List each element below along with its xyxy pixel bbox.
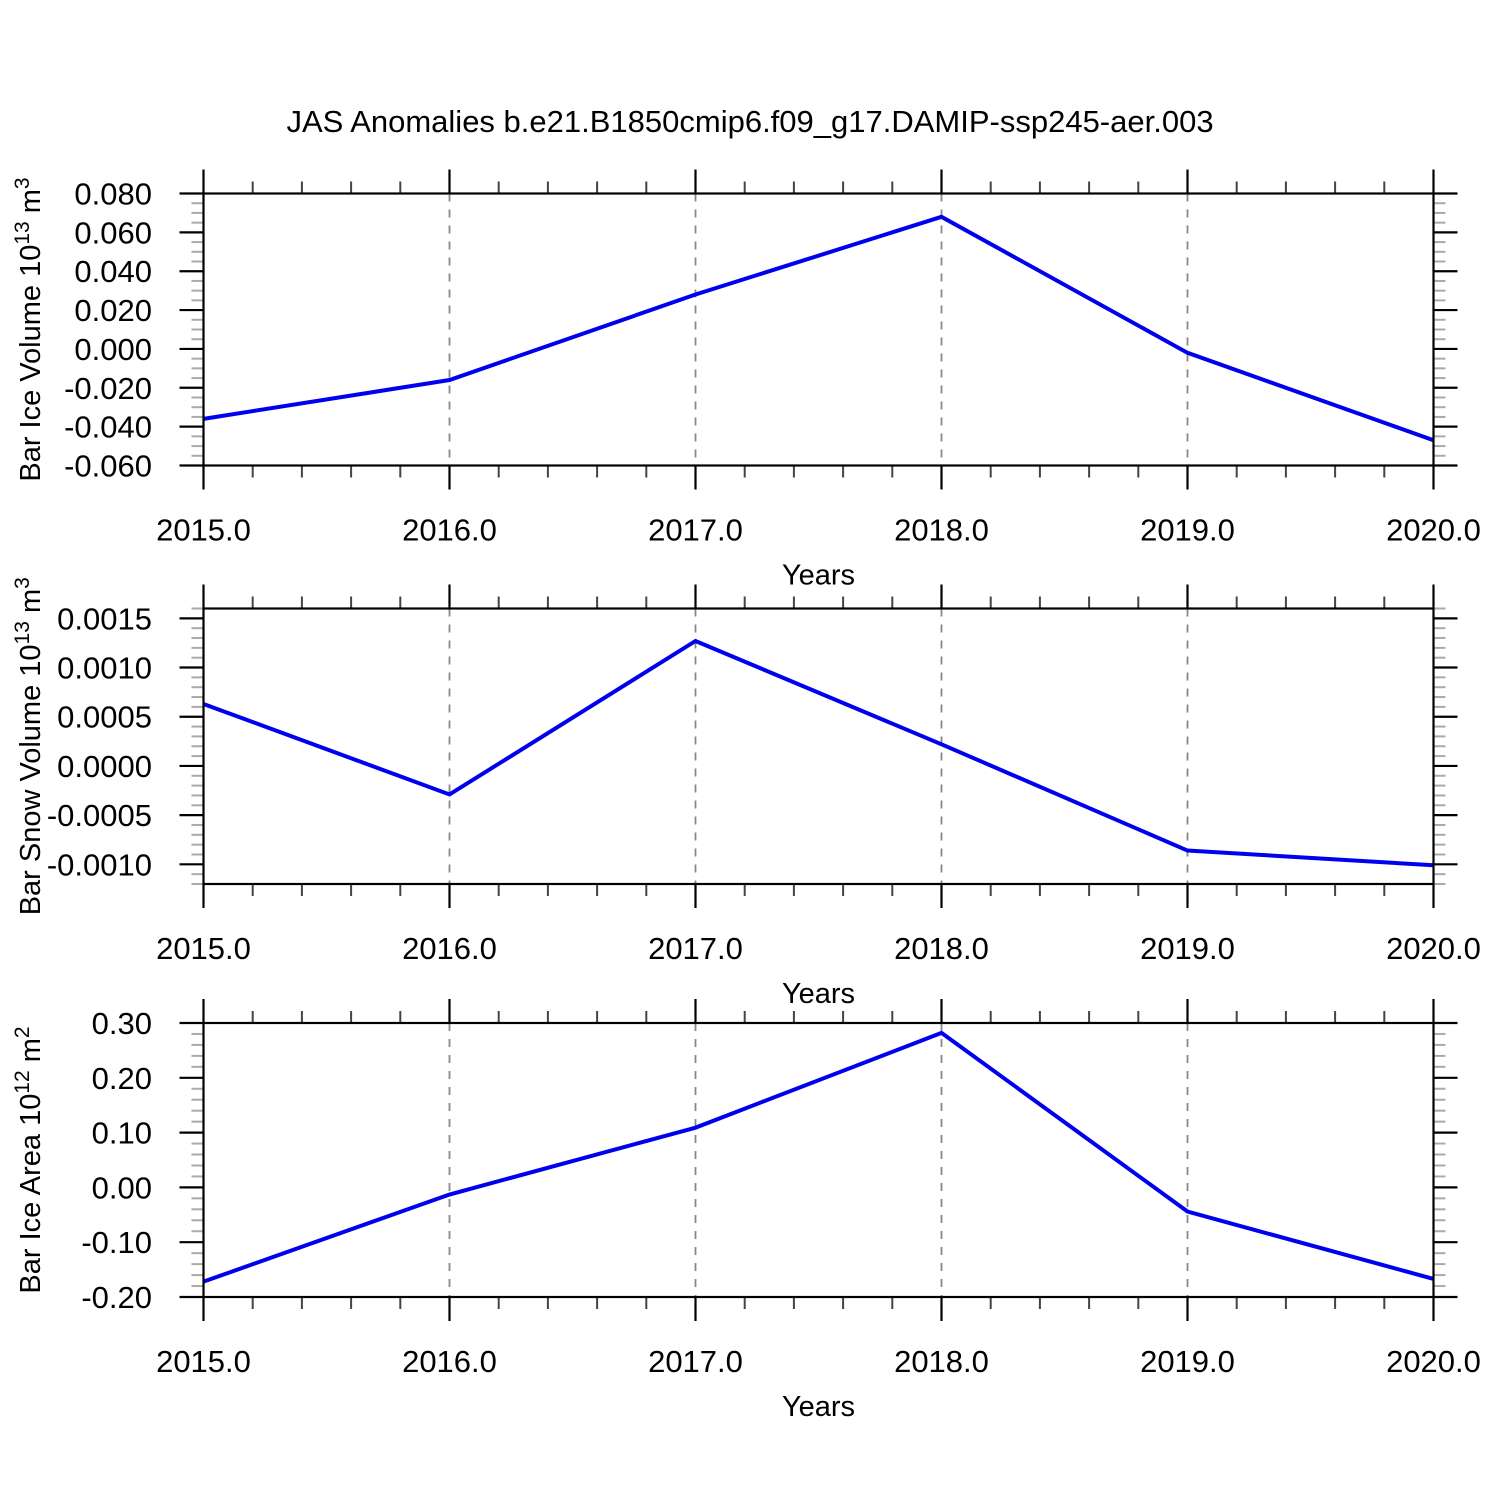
series-line bbox=[202, 638, 1434, 868]
x-tick-label: 2020.0 bbox=[1386, 513, 1481, 548]
x-tick-label: 2016.0 bbox=[402, 1344, 497, 1379]
y-tick-label: -0.0010 bbox=[47, 847, 152, 882]
y-tick-label: 0.060 bbox=[74, 215, 152, 250]
x-tick-label: 2020.0 bbox=[1386, 1344, 1481, 1379]
y-tick-label: -0.20 bbox=[81, 1280, 152, 1315]
y-tick-label: 0.00 bbox=[92, 1170, 152, 1205]
plot-border bbox=[202, 192, 1435, 467]
series-line bbox=[203, 214, 1435, 443]
y-tick-label: 0.0015 bbox=[57, 601, 152, 636]
y-tick-label: 0.0010 bbox=[57, 651, 152, 686]
x-tick-label: 2015.0 bbox=[156, 513, 251, 548]
x-tick-label: 2017.0 bbox=[648, 931, 743, 966]
x-tick-label: 2020.0 bbox=[1386, 931, 1481, 966]
y-tick-label: 0.20 bbox=[92, 1061, 152, 1096]
bar-snow-volume-chart: 0.0015 0.0010 0.0005 0.0000 -0.0005 -0.0010 20… bbox=[11, 577, 1481, 1010]
y-tick-label: 0.020 bbox=[74, 293, 152, 328]
x-tick-label: 2019.0 bbox=[1140, 931, 1235, 966]
y-tick-label: -0.0005 bbox=[47, 798, 152, 833]
x-tick-label: 2018.0 bbox=[894, 1344, 989, 1379]
x-tick-label: 2016.0 bbox=[402, 931, 497, 966]
y-tick-label: 0.10 bbox=[92, 1116, 152, 1151]
x-tick-label: 2018.0 bbox=[894, 513, 989, 548]
y-tick-label: -0.060 bbox=[64, 449, 152, 484]
y-tick-label: 0.0000 bbox=[57, 749, 152, 784]
plot-border bbox=[202, 607, 1435, 886]
x-axis-title: Years bbox=[782, 560, 855, 592]
y-tick-label: -0.040 bbox=[64, 410, 152, 445]
figure-title: JAS Anomalies b.e21.B1850cmip6.f09_g17.D… bbox=[286, 104, 1214, 139]
y-axis-title: Bar Ice Area 1012 m2 bbox=[11, 1026, 47, 1293]
y-tick-label: -0.10 bbox=[81, 1225, 152, 1260]
x-tick-label: 2015.0 bbox=[156, 1344, 251, 1379]
x-tick-label: 2017.0 bbox=[648, 513, 743, 548]
x-tick-label: 2017.0 bbox=[648, 1344, 743, 1379]
y-tick-label: 0.040 bbox=[74, 254, 152, 289]
x-tick-label: 2019.0 bbox=[1140, 1344, 1235, 1379]
x-tick-label: 2018.0 bbox=[894, 931, 989, 966]
y-tick-label: 0.30 bbox=[92, 1006, 152, 1041]
x-tick-label: 2015.0 bbox=[156, 931, 251, 966]
x-tick-label: 2019.0 bbox=[1140, 513, 1235, 548]
series-line bbox=[202, 1030, 1435, 1284]
x-tick-label: 2016.0 bbox=[402, 513, 497, 548]
y-tick-label: 0.080 bbox=[74, 177, 152, 212]
x-axis-title: Years bbox=[782, 1391, 855, 1423]
y-axis-title: Bar Snow Volume 1013 m3 bbox=[11, 577, 47, 915]
y-tick-label: -0.020 bbox=[64, 371, 152, 406]
y-axis-title: Bar Ice Volume 1013 m3 bbox=[11, 177, 47, 481]
y-tick-label: 0.000 bbox=[74, 332, 152, 367]
plot-border bbox=[202, 1021, 1435, 1299]
y-tick-label: 0.0005 bbox=[57, 700, 152, 735]
x-axis-title: Years bbox=[782, 978, 855, 1010]
